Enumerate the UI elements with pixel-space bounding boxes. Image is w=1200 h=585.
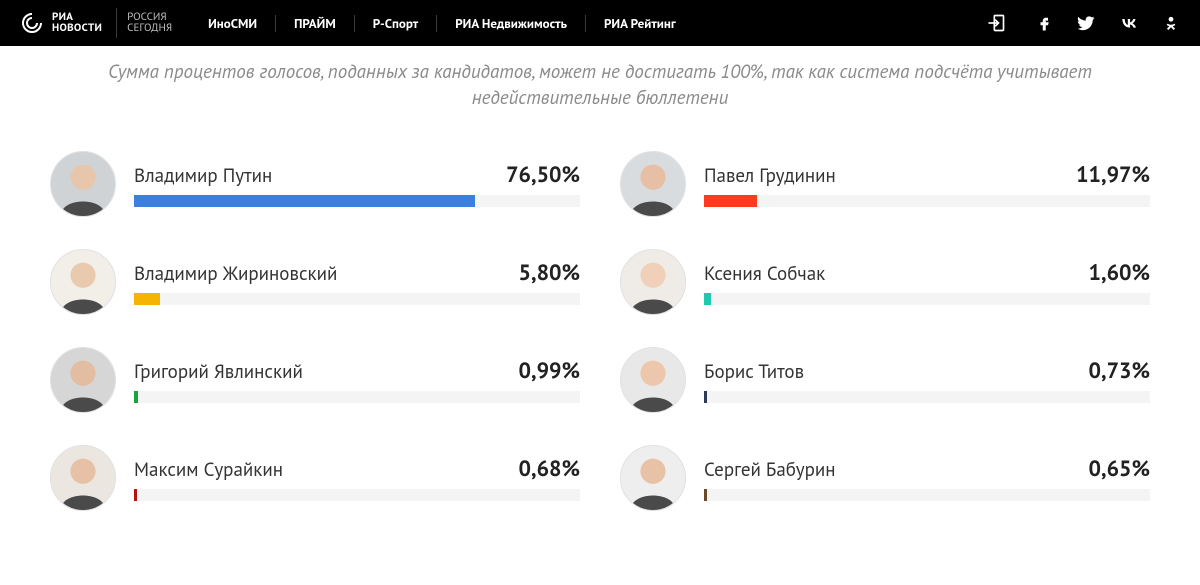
candidate-row: Ксения Собчак 1,60% (620, 249, 1150, 315)
candidate-name: Владимир Жириновский (134, 262, 337, 286)
candidate-avatar (50, 151, 116, 217)
candidate-name: Григорий Явлинский (134, 360, 303, 384)
vote-bar-track (704, 293, 1150, 305)
vote-bar-track (704, 391, 1150, 403)
logo-swirl-icon (20, 11, 44, 35)
candidate-name: Павел Грудинин (704, 164, 836, 188)
vote-bar-fill (704, 489, 707, 501)
login-icon[interactable] (986, 13, 1006, 33)
vk-icon[interactable] (1118, 12, 1140, 34)
candidate-avatar (50, 347, 116, 413)
candidate-body: Ксения Собчак 1,60% (704, 259, 1150, 305)
candidate-avatar (50, 445, 116, 511)
disclaimer-note: Сумма процентов голосов, поданных за кан… (0, 46, 1200, 121)
candidate-name: Ксения Собчак (704, 262, 825, 286)
candidate-row: Максим Сурайкин 0,68% (50, 445, 580, 511)
candidate-body: Владимир Путин 76,50% (134, 161, 580, 207)
candidate-avatar (50, 249, 116, 315)
nav-item-rating[interactable]: РИА Рейтинг (586, 15, 694, 32)
candidate-row: Григорий Явлинский 0,99% (50, 347, 580, 413)
candidate-percent: 76,50% (506, 161, 580, 189)
logo-text: РИА НОВОСТИ (52, 12, 102, 34)
vote-bar-fill (704, 293, 711, 305)
candidate-row: Владимир Жириновский 5,80% (50, 249, 580, 315)
twitter-icon[interactable] (1076, 13, 1096, 33)
vote-bar-track (704, 195, 1150, 207)
vote-bar-fill (134, 195, 475, 207)
ok-icon[interactable] (1162, 14, 1180, 32)
candidate-row: Павел Грудинин 11,97% (620, 151, 1150, 217)
candidates-grid: Владимир Путин 76,50% Павел Грудинин 11,… (0, 121, 1200, 511)
candidate-percent: 1,60% (1089, 259, 1150, 287)
candidate-percent: 0,65% (1089, 455, 1150, 483)
vote-bar-track (704, 489, 1150, 501)
candidate-percent: 5,80% (519, 259, 580, 287)
nav-item-prime[interactable]: ПРАЙМ (276, 15, 355, 32)
candidate-name: Максим Сурайкин (134, 458, 283, 482)
candidate-percent: 0,68% (519, 455, 580, 483)
top-nav-bar: РИА НОВОСТИ РОССИЯ СЕГОДНЯ ИноСМИ ПРАЙМ … (0, 0, 1200, 46)
vote-bar-track (134, 391, 580, 403)
candidate-avatar (620, 445, 686, 511)
candidate-row: Борис Титов 0,73% (620, 347, 1150, 413)
social-links (1036, 12, 1180, 34)
candidate-body: Борис Титов 0,73% (704, 357, 1150, 403)
vote-bar-fill (134, 293, 160, 305)
vote-bar-fill (134, 489, 137, 501)
candidate-name: Владимир Путин (134, 164, 272, 188)
vote-bar-fill (704, 195, 757, 207)
candidate-avatar (620, 151, 686, 217)
candidate-avatar (620, 347, 686, 413)
candidate-avatar (620, 249, 686, 315)
nav-item-rsport[interactable]: Р-Спорт (355, 15, 438, 32)
candidate-body: Максим Сурайкин 0,68% (134, 455, 580, 501)
vote-bar-track (134, 489, 580, 501)
candidate-percent: 0,99% (519, 357, 580, 385)
candidate-body: Владимир Жириновский 5,80% (134, 259, 580, 305)
facebook-icon[interactable] (1036, 14, 1054, 32)
nav-item-inosmi[interactable]: ИноСМИ (190, 15, 276, 32)
candidate-percent: 11,97% (1076, 161, 1150, 189)
vote-bar-fill (134, 391, 138, 403)
candidate-row: Владимир Путин 76,50% (50, 151, 580, 217)
primary-nav: ИноСМИ ПРАЙМ Р-Спорт РИА Недвижимость РИ… (190, 15, 694, 32)
vote-bar-track (134, 195, 580, 207)
vote-bar-fill (704, 391, 707, 403)
nav-item-realty[interactable]: РИА Недвижимость (437, 15, 586, 32)
candidate-body: Григорий Явлинский 0,99% (134, 357, 580, 403)
logo-subbrand: РОССИЯ СЕГОДНЯ (127, 12, 172, 34)
candidate-percent: 0,73% (1089, 357, 1150, 385)
vote-bar-track (134, 293, 580, 305)
site-logo[interactable]: РИА НОВОСТИ (20, 8, 117, 38)
candidate-body: Павел Грудинин 11,97% (704, 161, 1150, 207)
candidate-body: Сергей Бабурин 0,65% (704, 455, 1150, 501)
candidate-name: Сергей Бабурин (704, 458, 836, 482)
logo-line2: НОВОСТИ (52, 23, 102, 34)
logo-sub-line2: СЕГОДНЯ (127, 23, 172, 34)
candidate-row: Сергей Бабурин 0,65% (620, 445, 1150, 511)
candidate-name: Борис Титов (704, 360, 804, 384)
